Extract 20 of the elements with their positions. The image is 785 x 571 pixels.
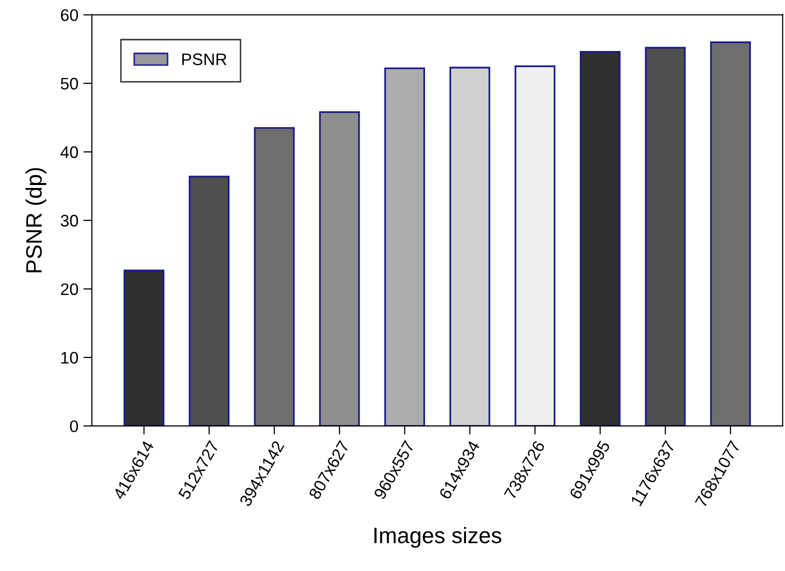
bar [449,66,490,426]
bar [254,127,295,426]
bar [644,46,686,426]
y-tick-label: 30 [60,214,78,227]
y-tick-label: 40 [60,146,78,158]
bar [710,41,751,426]
y-tick-label: 50 [60,78,78,90]
y-tick-label: 0 [70,420,78,432]
y-tick-label: 10 [61,352,78,364]
y-axis-title: PSNR (dp) [26,168,46,272]
bar [188,176,230,426]
bar [514,65,556,426]
bar [384,67,426,426]
bar [124,270,164,426]
bar [580,51,621,426]
bar [319,111,360,426]
y-tick-label: 20 [60,283,78,296]
legend-label: PSNR [182,53,226,66]
y-tick-label: 60 [60,9,78,22]
x-axis-title: Images sizes [374,527,502,548]
